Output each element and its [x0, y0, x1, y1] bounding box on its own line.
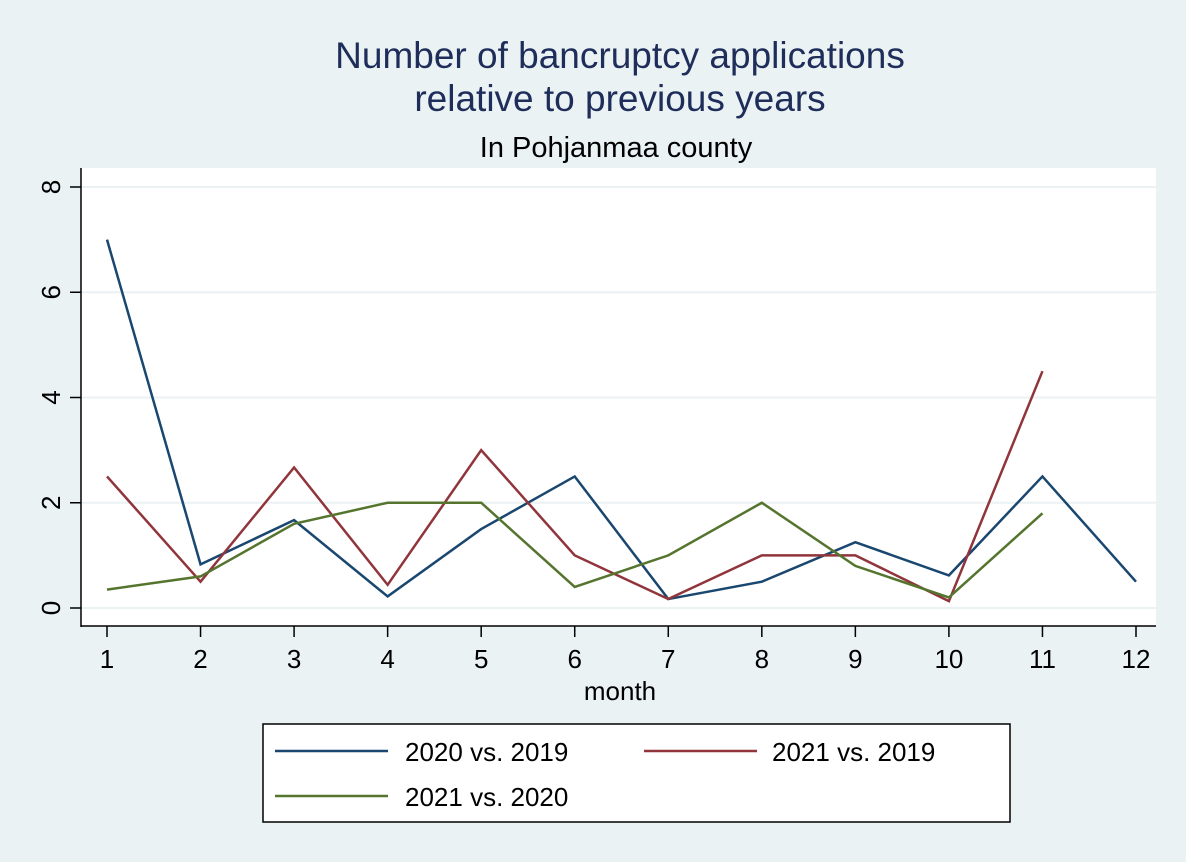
y-tick-label: 6 — [36, 285, 66, 299]
legend-box — [262, 723, 1011, 823]
legend-label: 2021 vs. 2020 — [405, 782, 568, 812]
series-line-3 — [106, 501, 1044, 599]
legend-item: 2021 vs. 2020 — [275, 782, 568, 812]
x-tick-label: 7 — [661, 644, 675, 674]
x-tick-label: 11 — [1029, 644, 1056, 674]
series-line-2 — [106, 370, 1044, 603]
chart-title-line2: relative to previous years — [414, 78, 825, 119]
x-tick-label: 3 — [287, 644, 301, 674]
y-tick-label: 4 — [36, 390, 66, 404]
y-tick-label: 8 — [36, 180, 66, 194]
legend: 2020 vs. 2019 2021 vs. 2019 2021 vs. 2020 — [262, 723, 1011, 823]
x-tick-label: 4 — [380, 644, 394, 674]
x-tick-label: 1 — [100, 644, 114, 674]
y-tick-label: 0 — [36, 601, 66, 615]
x-tick-label: 6 — [567, 644, 581, 674]
x-tick-label: 12 — [1122, 644, 1151, 674]
series-line-1 — [105, 239, 1137, 601]
x-tick-label: 10 — [934, 644, 963, 674]
legend-label: 2021 vs. 2019 — [772, 737, 935, 767]
legend-label: 2020 vs. 2019 — [405, 737, 568, 767]
y-tick-label: 2 — [36, 496, 66, 510]
chart-title: Number of bancruptcy applications — [335, 35, 905, 76]
x-tick-label: 5 — [474, 644, 488, 674]
x-tick-label: 8 — [755, 644, 769, 674]
legend-item: 2021 vs. 2019 — [644, 737, 935, 767]
x-axis-label: month — [584, 676, 656, 706]
x-tick-label: 2 — [193, 644, 207, 674]
x-tick-label: 9 — [848, 644, 862, 674]
chart-subtitle: In Pohjanmaa county — [480, 132, 753, 164]
legend-item: 2020 vs. 2019 — [275, 737, 568, 767]
